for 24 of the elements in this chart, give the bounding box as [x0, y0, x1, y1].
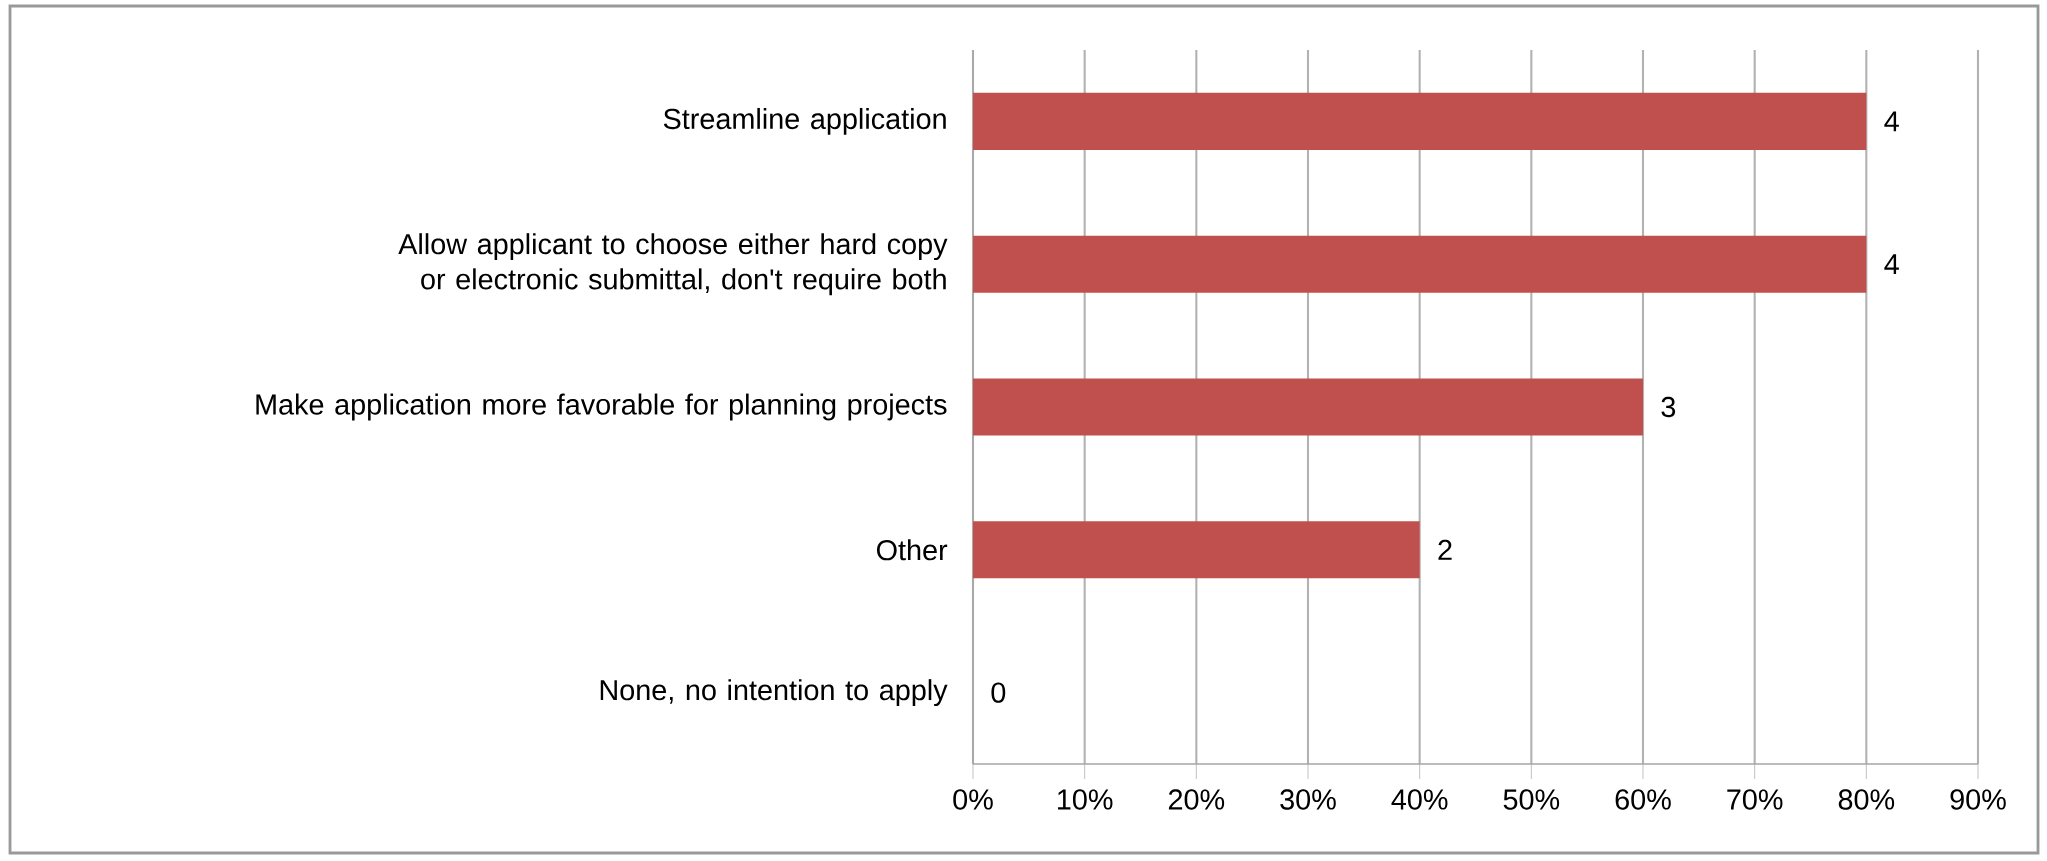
- y-tick-label: Allow applicant to choose either hard copy or electronic submittal, don't require both: [398, 233, 948, 296]
- x-tick-label: 0%: [953, 789, 993, 810]
- y-tick-label: Other: [876, 539, 948, 561]
- bar: [973, 521, 1420, 579]
- x-tick-label: 10%: [1058, 789, 1113, 810]
- x-tick-label: 70%: [1727, 789, 1783, 810]
- bar: [973, 235, 1867, 293]
- annotation: 2: [1438, 539, 1452, 560]
- x-tick-label: 80%: [1838, 789, 1895, 810]
- x-tick-label: 30%: [1280, 789, 1336, 810]
- bar: [973, 92, 1867, 150]
- annotation: 3: [1661, 396, 1676, 418]
- annotation: 4: [1884, 111, 1899, 132]
- y-tick-label: None, no intention to apply: [600, 679, 948, 707]
- x-tick-label: 20%: [1168, 789, 1225, 810]
- bar: [973, 378, 1643, 436]
- y-tick-label: Streamline application: [663, 107, 946, 135]
- x-tick-label: 90%: [1950, 789, 2006, 810]
- x-tick-label: 50%: [1503, 789, 1560, 810]
- x-tick-label: 40%: [1391, 789, 1448, 810]
- y-tick-label: Make application more favorable for planning projects: [256, 393, 947, 421]
- annotation: 4: [1884, 254, 1899, 275]
- annotation: 0: [991, 682, 1006, 703]
- x-tick-label: 60%: [1615, 789, 1671, 810]
